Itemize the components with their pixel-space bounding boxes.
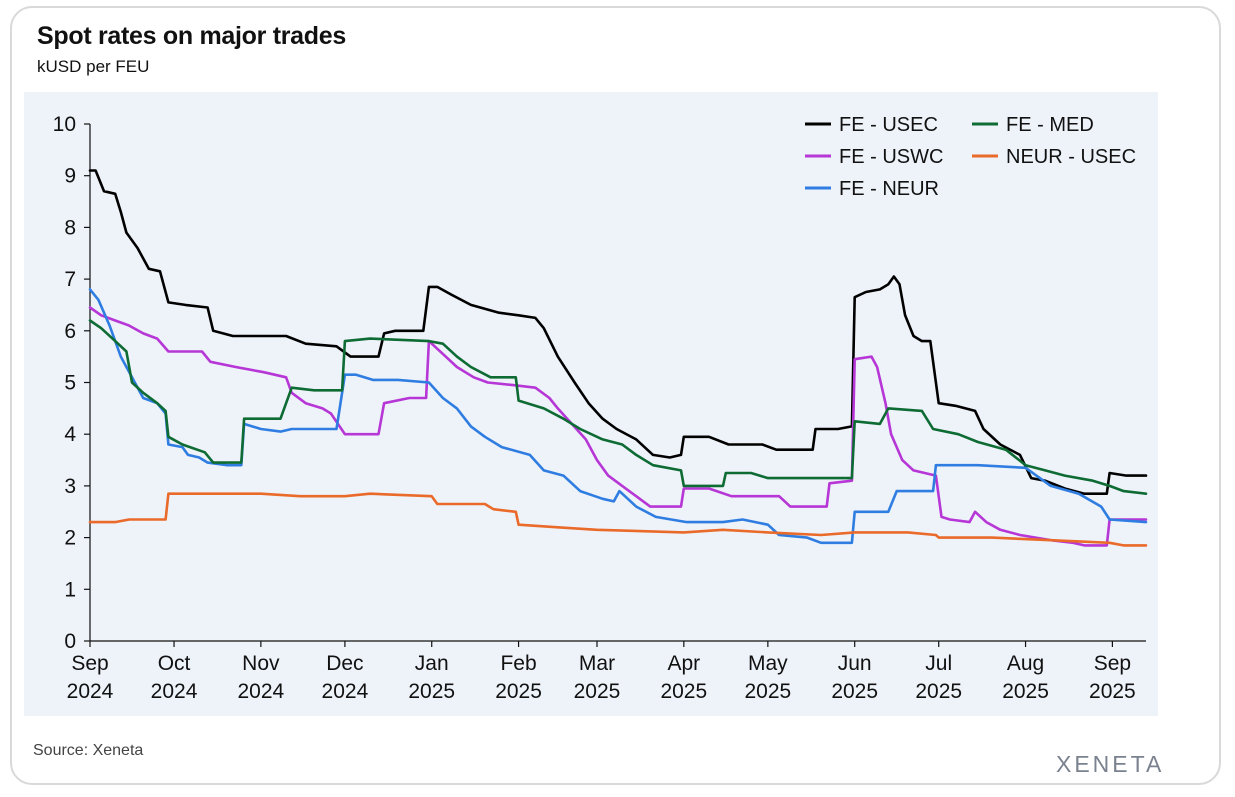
x-tick-label-month: Jun [838,652,872,675]
source-note: Source: Xeneta [33,742,144,759]
x-tick-label-year: 2025 [1002,680,1049,703]
y-tick-label: 2 [64,527,76,550]
series-line-fe-neur [88,288,1148,545]
y-tick-label: 9 [64,165,76,188]
legend-label-fe-med: FE - MED [1006,114,1094,136]
y-tick-label: 3 [64,475,76,498]
x-tick-label-month: Jan [415,652,449,675]
x-tick-label-month: Nov [242,652,280,675]
x-tick-label-year: 2025 [574,680,621,703]
series-line-fe-med [88,319,1148,495]
legend: FE - USEC FE - MED FE - USWC NEUR - USEC FE … [805,114,1136,200]
x-tick-label-year: 2025 [495,680,542,703]
y-tick-label: 4 [64,423,76,446]
legend-label-fe-usec: FE - USEC [839,114,938,136]
x-tick-label-year: 2024 [322,680,369,703]
x-tick-label-month: Sep [71,652,108,675]
y-tick-label: 6 [64,320,76,343]
xeneta-logo: XENETA [1056,751,1165,777]
x-tick-label-year: 2025 [1089,680,1136,703]
x-tick-label-month: Dec [326,652,363,675]
x-tick-label-month: Feb [500,652,536,675]
x-tick-label-year: 2025 [660,680,707,703]
x-tick-label-year: 2024 [67,680,114,703]
y-tick-label: 0 [64,630,76,653]
x-tick-label-year: 2024 [151,680,198,703]
x-tick-label-month: Oct [158,652,191,675]
y-tick-label: 1 [64,578,76,601]
series-line-neur-usec [88,492,1148,547]
series-line-fe-uswc [88,306,1148,547]
axes: 0 1 2 3 4 5 6 7 8 9 10 Sep 2024 Oct 2024 Nov 2024 Dec 2024… [53,113,1146,703]
series-lines [88,169,1148,547]
chart-subtitle: kUSD per FEU [37,57,150,76]
x-tick-label-month: May [748,652,788,675]
legend-label-fe-neur: FE - NEUR [839,178,939,200]
x-tick-label-month: Sep [1094,652,1131,675]
legend-label-fe-uswc: FE - USWC [839,146,943,168]
y-tick-label: 10 [53,113,76,136]
x-tick-label-year: 2024 [238,680,285,703]
chart-title: Spot rates on major trades [37,22,346,50]
x-tick-label-month: Mar [579,652,615,675]
x-tick-label-month: Aug [1007,652,1044,675]
x-tick-label-month: Apr [667,652,700,675]
y-tick-label: 7 [64,268,76,291]
series-line-fe-usec [88,169,1148,495]
x-tick-label-year: 2025 [915,680,962,703]
x-tick-label-year: 2025 [408,680,455,703]
y-tick-label: 8 [64,216,76,239]
legend-label-neur-usec: NEUR - USEC [1006,146,1136,168]
x-tick-label-year: 2025 [831,680,878,703]
x-tick-label-month: Jul [925,652,952,675]
y-tick-label: 5 [64,372,76,395]
x-tick-label-year: 2025 [744,680,791,703]
